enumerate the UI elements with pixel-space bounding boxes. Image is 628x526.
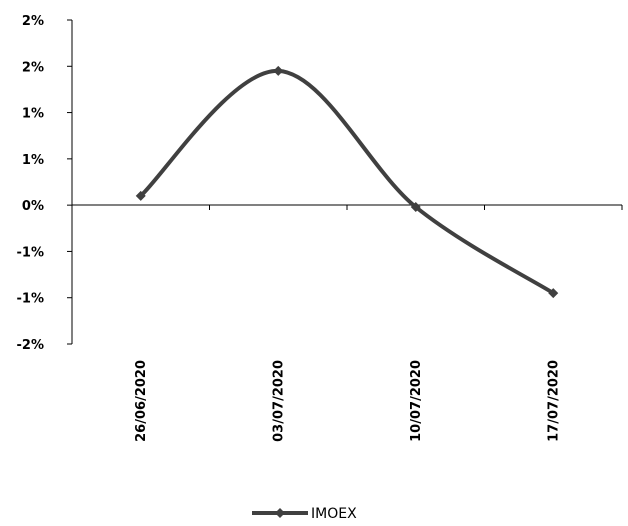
y-tick-label: 1% — [22, 153, 44, 168]
series-line-imoex — [138, 68, 556, 296]
series-group — [135, 65, 559, 299]
data-point-marker — [273, 65, 284, 76]
y-tick-label: 2% — [22, 14, 44, 29]
y-tick-label: -1% — [17, 292, 44, 307]
x-tick-label: 26/06/2020 — [134, 360, 149, 442]
legend-marker — [275, 508, 285, 518]
x-axis: 26/06/2020 03/07/2020 10/07/2020 17/07/2020 — [71, 204, 623, 442]
y-tick-label: 0% — [22, 199, 44, 214]
x-tick-label: 17/07/2020 — [546, 360, 561, 442]
legend: IMOEX — [252, 506, 357, 522]
x-tick-label: 10/07/2020 — [409, 360, 424, 442]
y-tick-label: 2% — [22, 60, 44, 75]
data-point-marker — [410, 201, 421, 212]
y-tick-label: 1% — [22, 107, 44, 122]
x-tick-label: 03/07/2020 — [271, 360, 286, 442]
y-tick-label: -1% — [17, 245, 44, 260]
legend-label: IMOEX — [311, 506, 357, 522]
y-axis: 2% 2% 1% 1% 0% -1% -1% -2% — [17, 14, 73, 353]
y-tick-label: -2% — [17, 338, 44, 353]
data-point-marker — [548, 288, 559, 299]
data-point-marker — [135, 190, 146, 201]
